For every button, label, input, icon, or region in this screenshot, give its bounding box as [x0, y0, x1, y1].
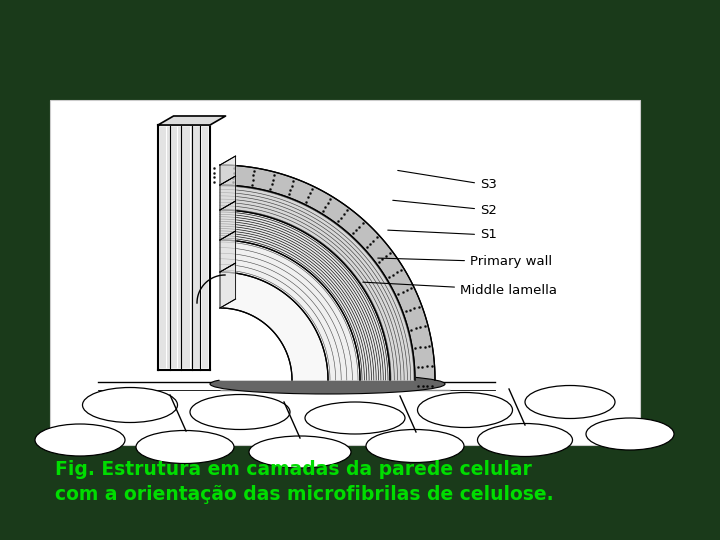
Ellipse shape — [210, 374, 445, 394]
Polygon shape — [220, 156, 235, 185]
Ellipse shape — [586, 418, 674, 450]
Text: S3: S3 — [397, 171, 497, 192]
Ellipse shape — [83, 388, 178, 422]
Polygon shape — [220, 263, 235, 308]
Ellipse shape — [190, 395, 290, 429]
Text: Fig. Estrutura em camadas da parede celular: Fig. Estrutura em camadas da parede celu… — [55, 460, 532, 479]
Polygon shape — [220, 272, 328, 380]
Ellipse shape — [305, 402, 405, 434]
Polygon shape — [220, 231, 235, 272]
Polygon shape — [158, 116, 225, 125]
Polygon shape — [220, 240, 360, 380]
Text: S1: S1 — [388, 228, 497, 241]
Bar — [50, 100, 640, 445]
Text: com a orientação das microfibrilas de celulose.: com a orientação das microfibrilas de ce… — [55, 485, 554, 504]
Text: S2: S2 — [393, 200, 497, 217]
Polygon shape — [220, 185, 415, 380]
Ellipse shape — [136, 430, 234, 463]
Polygon shape — [158, 125, 210, 370]
Ellipse shape — [418, 393, 513, 428]
Ellipse shape — [366, 429, 464, 462]
Ellipse shape — [249, 436, 351, 468]
Ellipse shape — [35, 424, 125, 456]
Ellipse shape — [477, 423, 572, 456]
Ellipse shape — [525, 386, 615, 418]
Text: Primary wall: Primary wall — [378, 255, 552, 268]
Polygon shape — [220, 176, 235, 210]
Polygon shape — [220, 201, 235, 240]
Polygon shape — [220, 308, 292, 380]
Polygon shape — [220, 210, 390, 380]
Polygon shape — [220, 165, 435, 380]
Text: Middle lamella: Middle lamella — [363, 282, 557, 296]
